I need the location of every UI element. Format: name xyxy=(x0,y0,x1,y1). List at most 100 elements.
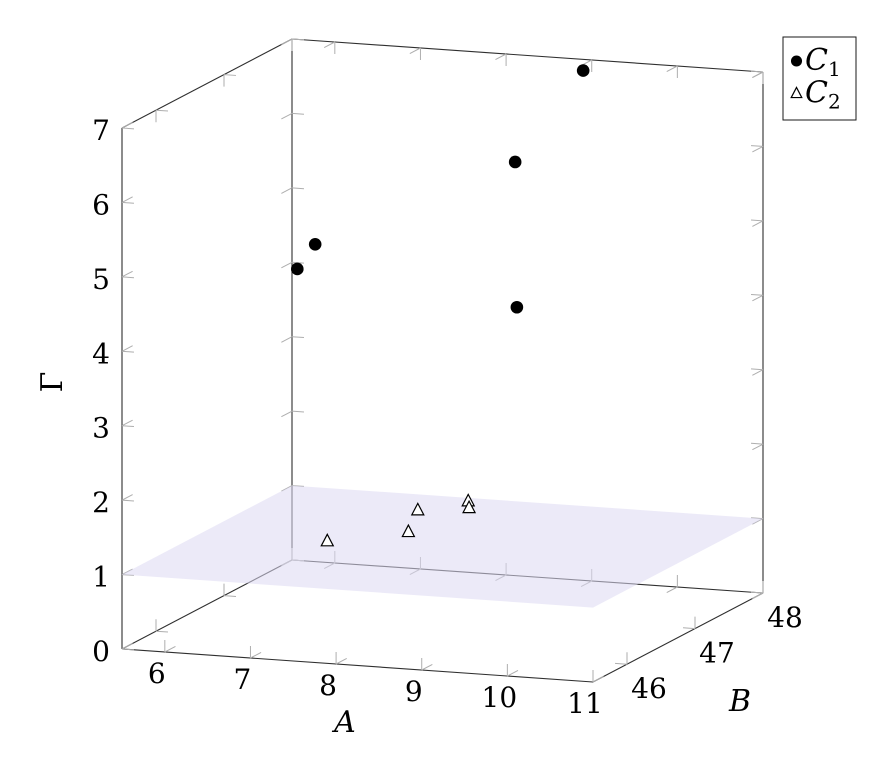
c1-point xyxy=(508,155,522,169)
y-tick-mark xyxy=(223,74,237,76)
y-tick-mark xyxy=(682,627,696,630)
x-tick-label: 8 xyxy=(319,669,337,702)
x-tick-mark xyxy=(666,65,678,73)
z-tick-mark xyxy=(291,38,305,41)
z-tick-mark xyxy=(121,648,135,651)
z-axis-title: Γ xyxy=(35,372,70,393)
x-tick-mark xyxy=(335,657,347,665)
c2-point xyxy=(410,502,425,516)
x-tick-mark xyxy=(421,663,433,671)
c1-point xyxy=(576,64,590,77)
z-tick-mark xyxy=(750,219,764,222)
x-tick-label: 7 xyxy=(234,663,252,696)
z-tick-mark xyxy=(121,494,133,501)
z-tick-label: 0 xyxy=(92,635,110,668)
c1-point xyxy=(291,262,304,276)
z-tick-mark xyxy=(291,112,305,115)
x-tick-mark xyxy=(495,53,507,61)
x-tick-label: 10 xyxy=(482,681,518,714)
x-tick-mark xyxy=(164,645,176,653)
z-tick-mark xyxy=(281,38,293,46)
y-tick-mark xyxy=(614,662,628,665)
legend-label-c1: C1 xyxy=(805,43,841,81)
y-tick-label: 47 xyxy=(699,637,735,670)
axis-box-edge xyxy=(291,38,764,73)
z-tick-mark xyxy=(752,220,764,227)
z-tick-mark xyxy=(750,368,764,371)
z-tick-mark xyxy=(291,410,305,413)
z-tick-mark xyxy=(291,187,305,190)
c2-point xyxy=(462,499,477,514)
x-tick-mark xyxy=(409,47,421,55)
axis-box-edge xyxy=(121,38,293,129)
legend-marker-c2 xyxy=(790,86,803,99)
x-tick-mark xyxy=(592,675,604,683)
z-tick-mark xyxy=(121,350,135,353)
z-tick-mark xyxy=(281,261,293,269)
x-tick-label: 6 xyxy=(148,657,166,690)
z-tick-mark xyxy=(121,127,135,130)
z-tick-mark xyxy=(121,276,135,279)
axis-box-edge xyxy=(592,592,764,683)
axis-box-edge xyxy=(121,648,594,683)
z-tick-mark xyxy=(750,442,764,445)
series-c2 xyxy=(320,493,477,547)
c1-point xyxy=(308,237,322,251)
z-tick-mark xyxy=(281,187,293,194)
z-tick-label: 1 xyxy=(92,561,110,594)
z-tick-label: 3 xyxy=(92,412,110,445)
z-tick-mark xyxy=(752,145,764,153)
legend-label-c2: C2 xyxy=(805,76,841,114)
legend-marker-c1 xyxy=(790,55,803,67)
z-tick-mark xyxy=(121,345,133,352)
z-tick-mark xyxy=(121,499,135,502)
x-tick-mark xyxy=(323,41,336,49)
decision-plane xyxy=(122,485,763,608)
z-tick-label: 5 xyxy=(92,263,110,296)
z-tick-mark xyxy=(121,121,133,129)
legend-box xyxy=(782,36,857,121)
z-tick-mark xyxy=(121,419,133,427)
z-tick-mark xyxy=(750,70,764,73)
z-tick-mark xyxy=(752,443,764,451)
z-tick-mark xyxy=(291,336,305,339)
y-tick-mark xyxy=(155,630,169,633)
z-tick-mark xyxy=(752,294,764,302)
c2-point xyxy=(320,533,335,547)
z-tick-mark xyxy=(281,336,293,343)
z-tick-label: 6 xyxy=(92,188,110,221)
z-tick-mark xyxy=(291,485,305,487)
series-c1 xyxy=(291,64,590,314)
x-tick-mark xyxy=(507,669,519,677)
z-tick-mark xyxy=(752,71,764,79)
z-tick-mark xyxy=(281,410,293,418)
c1-point xyxy=(510,300,524,314)
z-tick-mark xyxy=(121,270,133,278)
x-tick-mark xyxy=(666,586,678,594)
z-tick-mark xyxy=(121,642,133,650)
z-tick-label: 4 xyxy=(92,337,110,370)
z-tick-mark xyxy=(121,196,133,203)
z-tick-mark xyxy=(752,369,764,376)
y-tick-label: 46 xyxy=(631,672,667,705)
x-tick-label: 11 xyxy=(567,687,603,720)
x-tick-mark xyxy=(250,651,262,659)
z-tick-mark xyxy=(281,112,293,120)
z-tick-mark xyxy=(752,592,764,600)
z-tick-mark xyxy=(121,201,135,204)
z-tick-mark xyxy=(750,145,764,147)
z-tick-label: 7 xyxy=(92,114,110,147)
c2-point xyxy=(401,523,416,538)
z-tick-mark xyxy=(121,425,135,428)
y-tick-label: 48 xyxy=(767,601,803,634)
tick-labels: 6 7 8 9 10 11 46 47 48 0 1 2 3 4 5 6 7 xyxy=(92,114,803,720)
z-tick-mark xyxy=(750,293,764,296)
y-axis-title: B xyxy=(728,684,751,719)
x-tick-label: 9 xyxy=(405,675,423,708)
z-tick-mark xyxy=(750,591,764,594)
y-tick-mark xyxy=(223,595,237,597)
axis-titles: A B Γ xyxy=(35,372,751,740)
